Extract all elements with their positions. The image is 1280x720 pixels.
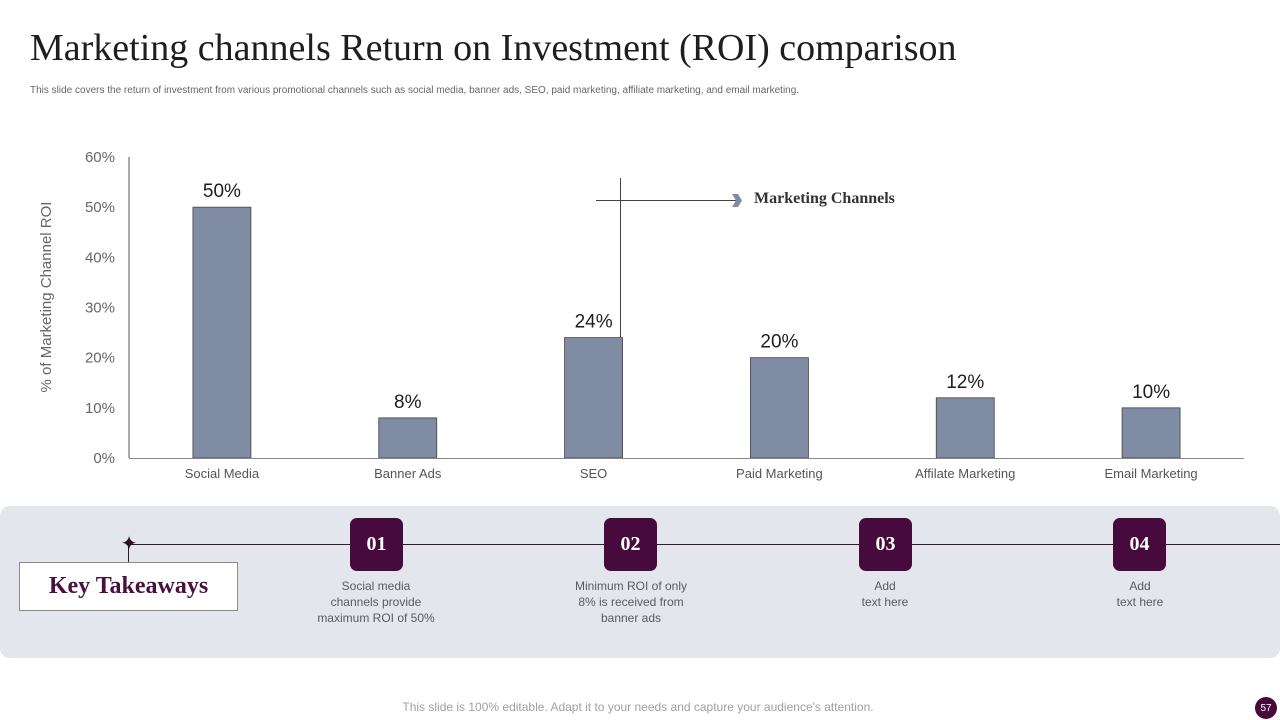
x-tick-label: Affilate Marketing — [915, 466, 1015, 481]
y-tick-label: 0% — [93, 450, 115, 467]
takeaway-number-3: 03 — [859, 518, 912, 571]
data-label: 10% — [1132, 382, 1170, 403]
y-tick-label: 50% — [85, 199, 115, 216]
takeaway-number-2: 02 — [604, 518, 657, 571]
x-tick-label: SEO — [580, 466, 607, 481]
x-tick-label: Social Media — [185, 466, 260, 481]
data-label: 20% — [760, 332, 798, 353]
sparkle-icon: ✦ — [120, 533, 138, 555]
bar — [935, 397, 995, 459]
y-axis-label: % of Marketing Channel ROI — [38, 202, 55, 393]
takeaway-text-4: Add text here — [1116, 579, 1164, 609]
timeline-stem — [128, 545, 129, 563]
takeaway-number-1: 01 — [350, 518, 403, 571]
data-label: 50% — [203, 181, 241, 202]
footer-note: This slide is 100% editable. Adapt it to… — [402, 700, 874, 714]
key-takeaways-heading: Key Takeaways — [19, 562, 238, 611]
x-tick-label: Paid Marketing — [736, 466, 823, 481]
data-label: 24% — [575, 312, 613, 333]
roi-bar-chart: 0% 10% 20% 30% 40% 50% 60% 50% 8% 24% 20% 12% 10% S… — [38, 149, 1244, 481]
y-tick-label: 60% — [85, 149, 115, 166]
bar — [1121, 407, 1181, 459]
y-tick-label: 10% — [85, 400, 115, 417]
takeaway-text-1: Social media channels provide maximum RO… — [317, 579, 435, 625]
page-title: Marketing channels Return on Investment … — [30, 27, 957, 69]
bar — [192, 206, 252, 459]
page-number: 57 — [1255, 697, 1277, 719]
bar — [564, 337, 623, 459]
y-tick-label: 40% — [85, 249, 115, 266]
y-tick-label: 30% — [85, 300, 115, 317]
x-tick-label: Banner Ads — [374, 466, 442, 481]
x-tick-label: Email Marketing — [1104, 466, 1197, 481]
takeaway-number-4: 04 — [1113, 518, 1166, 571]
bar — [378, 417, 438, 459]
bar — [750, 357, 809, 459]
y-tick-label: 20% — [85, 350, 115, 367]
takeaway-text-2: Minimum ROI of only 8% is received from … — [574, 579, 688, 625]
timeline-line — [128, 544, 1280, 545]
data-label: 12% — [946, 372, 984, 393]
data-label: 8% — [394, 392, 422, 413]
callout-label: Marketing Channels — [754, 190, 895, 207]
callout-arrow-icon — [732, 194, 742, 207]
page-subtitle: This slide covers the return of investme… — [30, 85, 800, 96]
takeaway-text-3: Add text here — [861, 579, 909, 609]
